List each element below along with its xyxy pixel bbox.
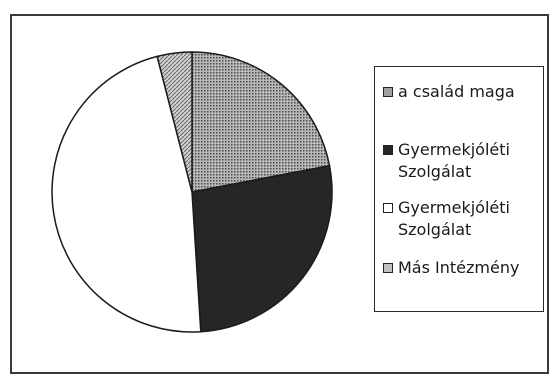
legend-label: Gyermekjóléti Szolgálat <box>398 198 510 239</box>
pie-slice <box>156 51 193 193</box>
legend-swatch-icon <box>383 145 393 155</box>
pie-slice <box>191 51 331 193</box>
pie-slice <box>51 55 202 333</box>
legend-item: a család maga <box>383 81 548 103</box>
legend-label: Más Intézmény <box>398 258 520 277</box>
legend: a család maga Gyermekjóléti Szolgálat Gy… <box>374 66 544 312</box>
pie-slice <box>191 164 333 333</box>
legend-label: a család maga <box>398 82 515 101</box>
legend-item: Gyermekjóléti Szolgálat <box>383 139 548 183</box>
legend-item: Más Intézmény <box>383 257 548 279</box>
legend-swatch-icon <box>383 203 393 213</box>
legend-swatch-icon <box>383 263 393 273</box>
legend-item: Gyermekjóléti Szolgálat <box>383 197 548 241</box>
legend-swatch-icon <box>383 87 393 97</box>
legend-label: Gyermekjóléti Szolgálat <box>398 140 510 181</box>
